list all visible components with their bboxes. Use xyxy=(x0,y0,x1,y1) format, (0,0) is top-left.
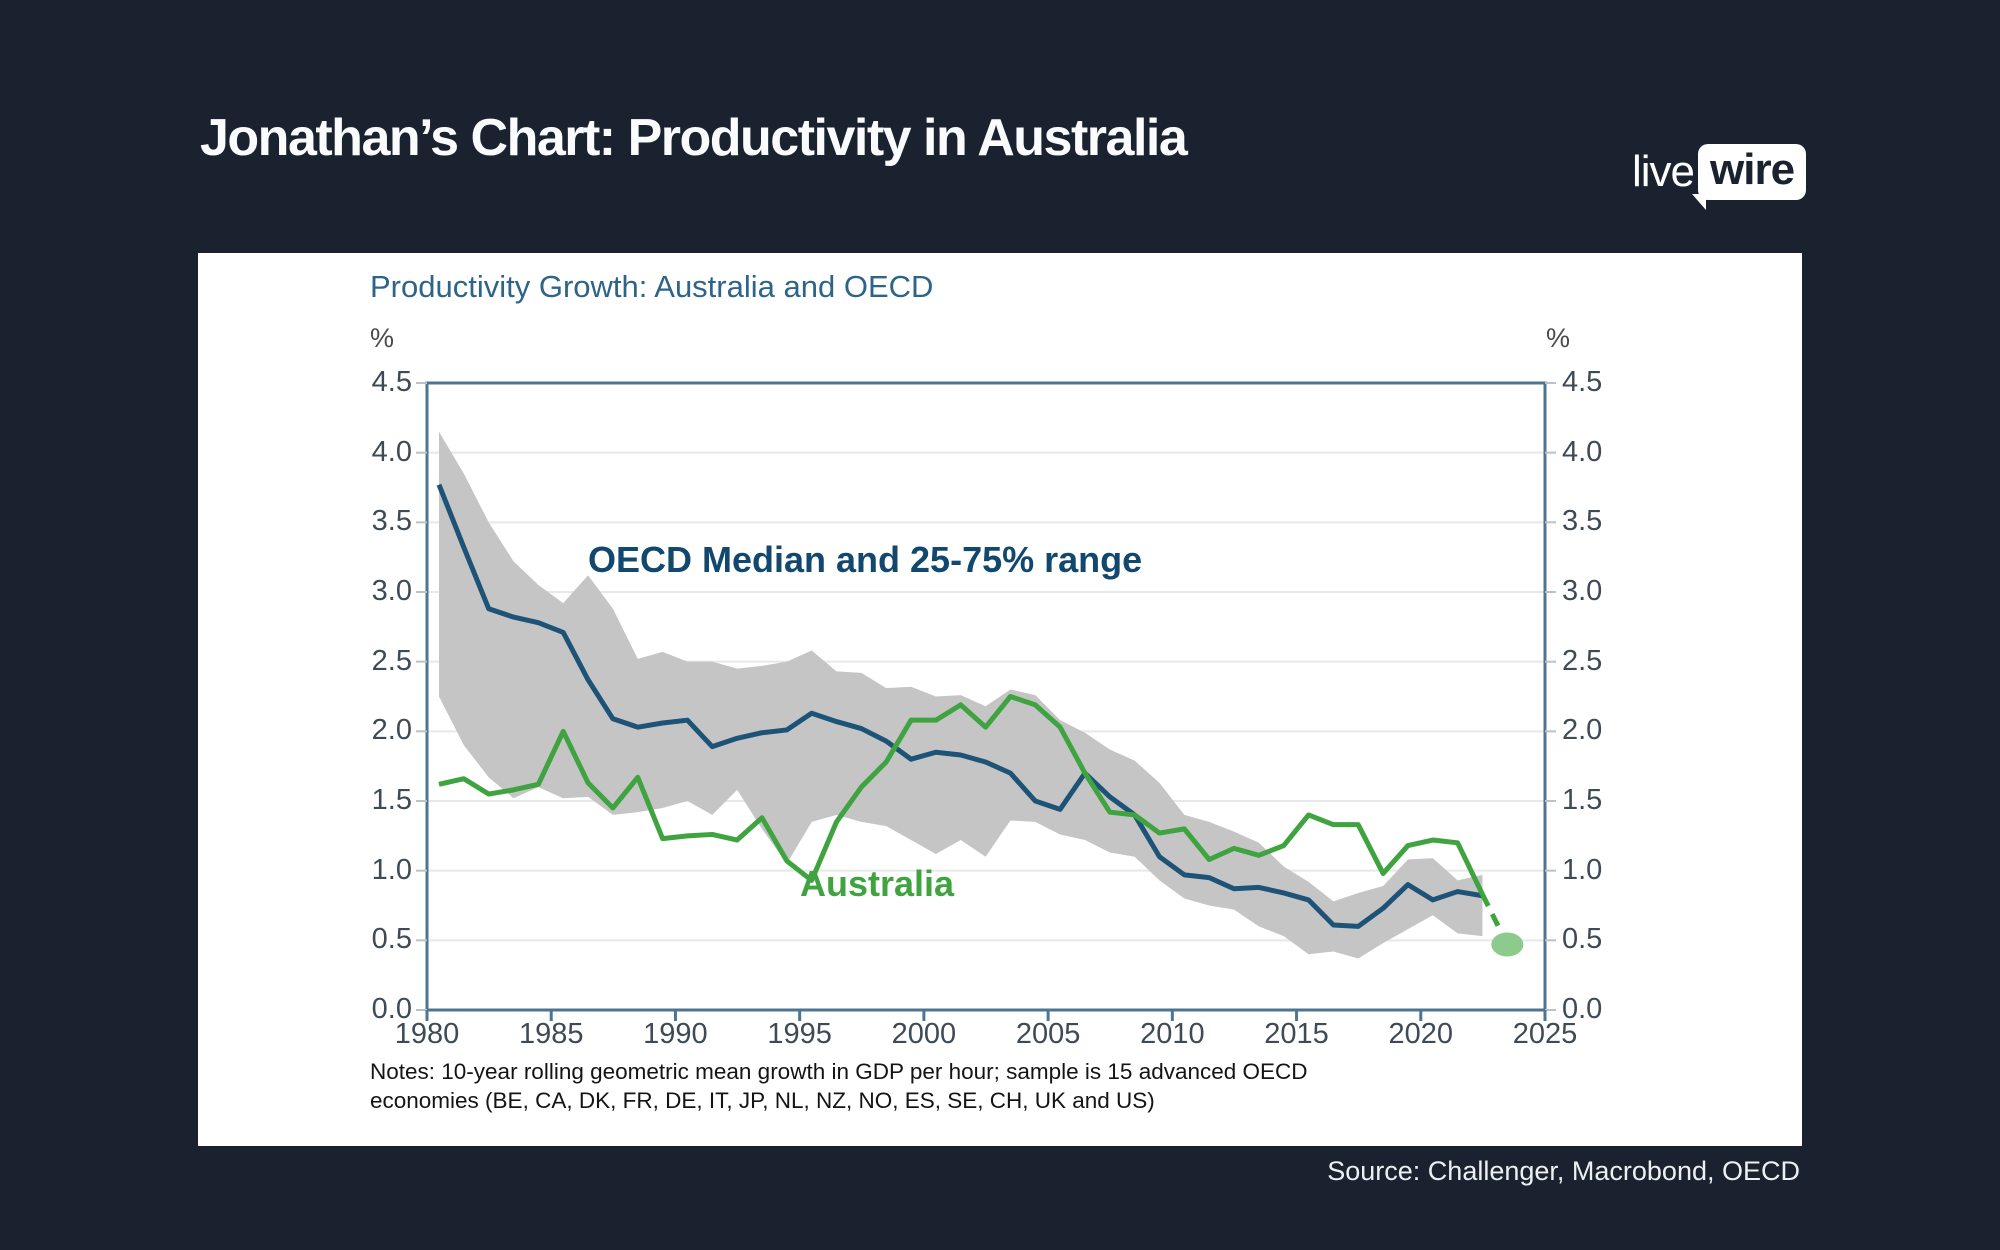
logo-bubble-tail-icon xyxy=(1692,194,1707,210)
annotation-australia: Australia xyxy=(800,863,955,904)
chart-notes-line2: economies (BE, CA, DK, FR, DE, IT, JP, N… xyxy=(370,1088,1155,1113)
annotation-oecd-median: OECD Median and 25-75% range xyxy=(588,539,1143,580)
y-axis-tick-label: 2.5 xyxy=(1562,644,1603,677)
x-axis-tick-label: 2005 xyxy=(1015,1018,1081,1050)
x-axis-tick-label: 2015 xyxy=(1264,1018,1329,1050)
y-axis-tick-label: 3.0 xyxy=(371,575,412,607)
logo-wire-badge: wire xyxy=(1692,144,1807,210)
chart-panel: Productivity Growth: Australia and OECD … xyxy=(198,253,1802,1146)
y-axis-tick-label: 3.5 xyxy=(371,505,412,538)
australia-line xyxy=(438,694,1485,896)
chart-notes: Notes: 10-year rolling geometric mean gr… xyxy=(370,1057,1308,1115)
plot-frame xyxy=(425,381,1547,1012)
y-axis-tick-label: 0.5 xyxy=(371,923,412,956)
y-axis-tick-label: 3.0 xyxy=(1562,575,1603,607)
y-axis-tick-label: 2.0 xyxy=(371,714,412,747)
y-axis-tick-label: 3.5 xyxy=(1562,505,1603,538)
y-axis-tick-label: 4.0 xyxy=(371,435,412,468)
x-axis-tick-label: 1985 xyxy=(518,1018,584,1050)
y-axis-tick-label: 0.0 xyxy=(371,993,412,1025)
oecd-median-line xyxy=(436,483,1483,929)
x-axis-tick-label: 1990 xyxy=(643,1018,708,1050)
y-axis-tick-label: 4.5 xyxy=(371,366,412,398)
source-attribution: Source: Challenger, Macrobond, OECD xyxy=(1327,1156,1800,1186)
y-axis-tick-label: 4.5 xyxy=(1562,366,1603,398)
y-axis-tick-label: 2.5 xyxy=(371,644,412,677)
australia-end-dot xyxy=(1491,932,1524,957)
y-axis-tick-label: 0.0 xyxy=(1562,993,1603,1025)
y-axis-tick-label: 2.0 xyxy=(1562,714,1603,747)
x-axis-tick-label: 2000 xyxy=(891,1018,957,1050)
y-axis-tick-label: 0.5 xyxy=(1562,923,1603,956)
oecd-range-band xyxy=(439,431,1483,959)
y-axis-unit-right: % xyxy=(1546,323,1571,353)
logo-wire-text: wire xyxy=(1710,145,1795,194)
livewire-logo: live wire xyxy=(1632,144,1807,210)
y-axis-tick-label: 1.5 xyxy=(1562,784,1603,816)
y-axis-unit-left: % xyxy=(370,323,395,353)
x-axis-tick-label: 1995 xyxy=(767,1018,832,1050)
plot-area xyxy=(416,381,1556,1021)
page-title: Jonathan’s Chart: Productivity in Austra… xyxy=(200,109,1188,167)
y-axis-tick-label: 1.0 xyxy=(371,853,412,886)
chart-notes-line1: Notes: 10-year rolling geometric mean gr… xyxy=(370,1059,1308,1084)
logo-live-text: live xyxy=(1632,147,1695,196)
y-axis-tick-label: 1.5 xyxy=(371,784,412,816)
y-axis-tick-label: 1.0 xyxy=(1562,853,1603,886)
chart-title: Productivity Growth: Australia and OECD xyxy=(370,269,934,304)
x-axis-tick-label: 2020 xyxy=(1388,1018,1454,1050)
y-axis-tick-label: 4.0 xyxy=(1562,435,1603,468)
x-axis-tick-label: 2010 xyxy=(1140,1018,1205,1050)
x-axis-tick-label: 2025 xyxy=(1512,1018,1578,1050)
x-axis-tick-label: 1980 xyxy=(394,1018,460,1050)
